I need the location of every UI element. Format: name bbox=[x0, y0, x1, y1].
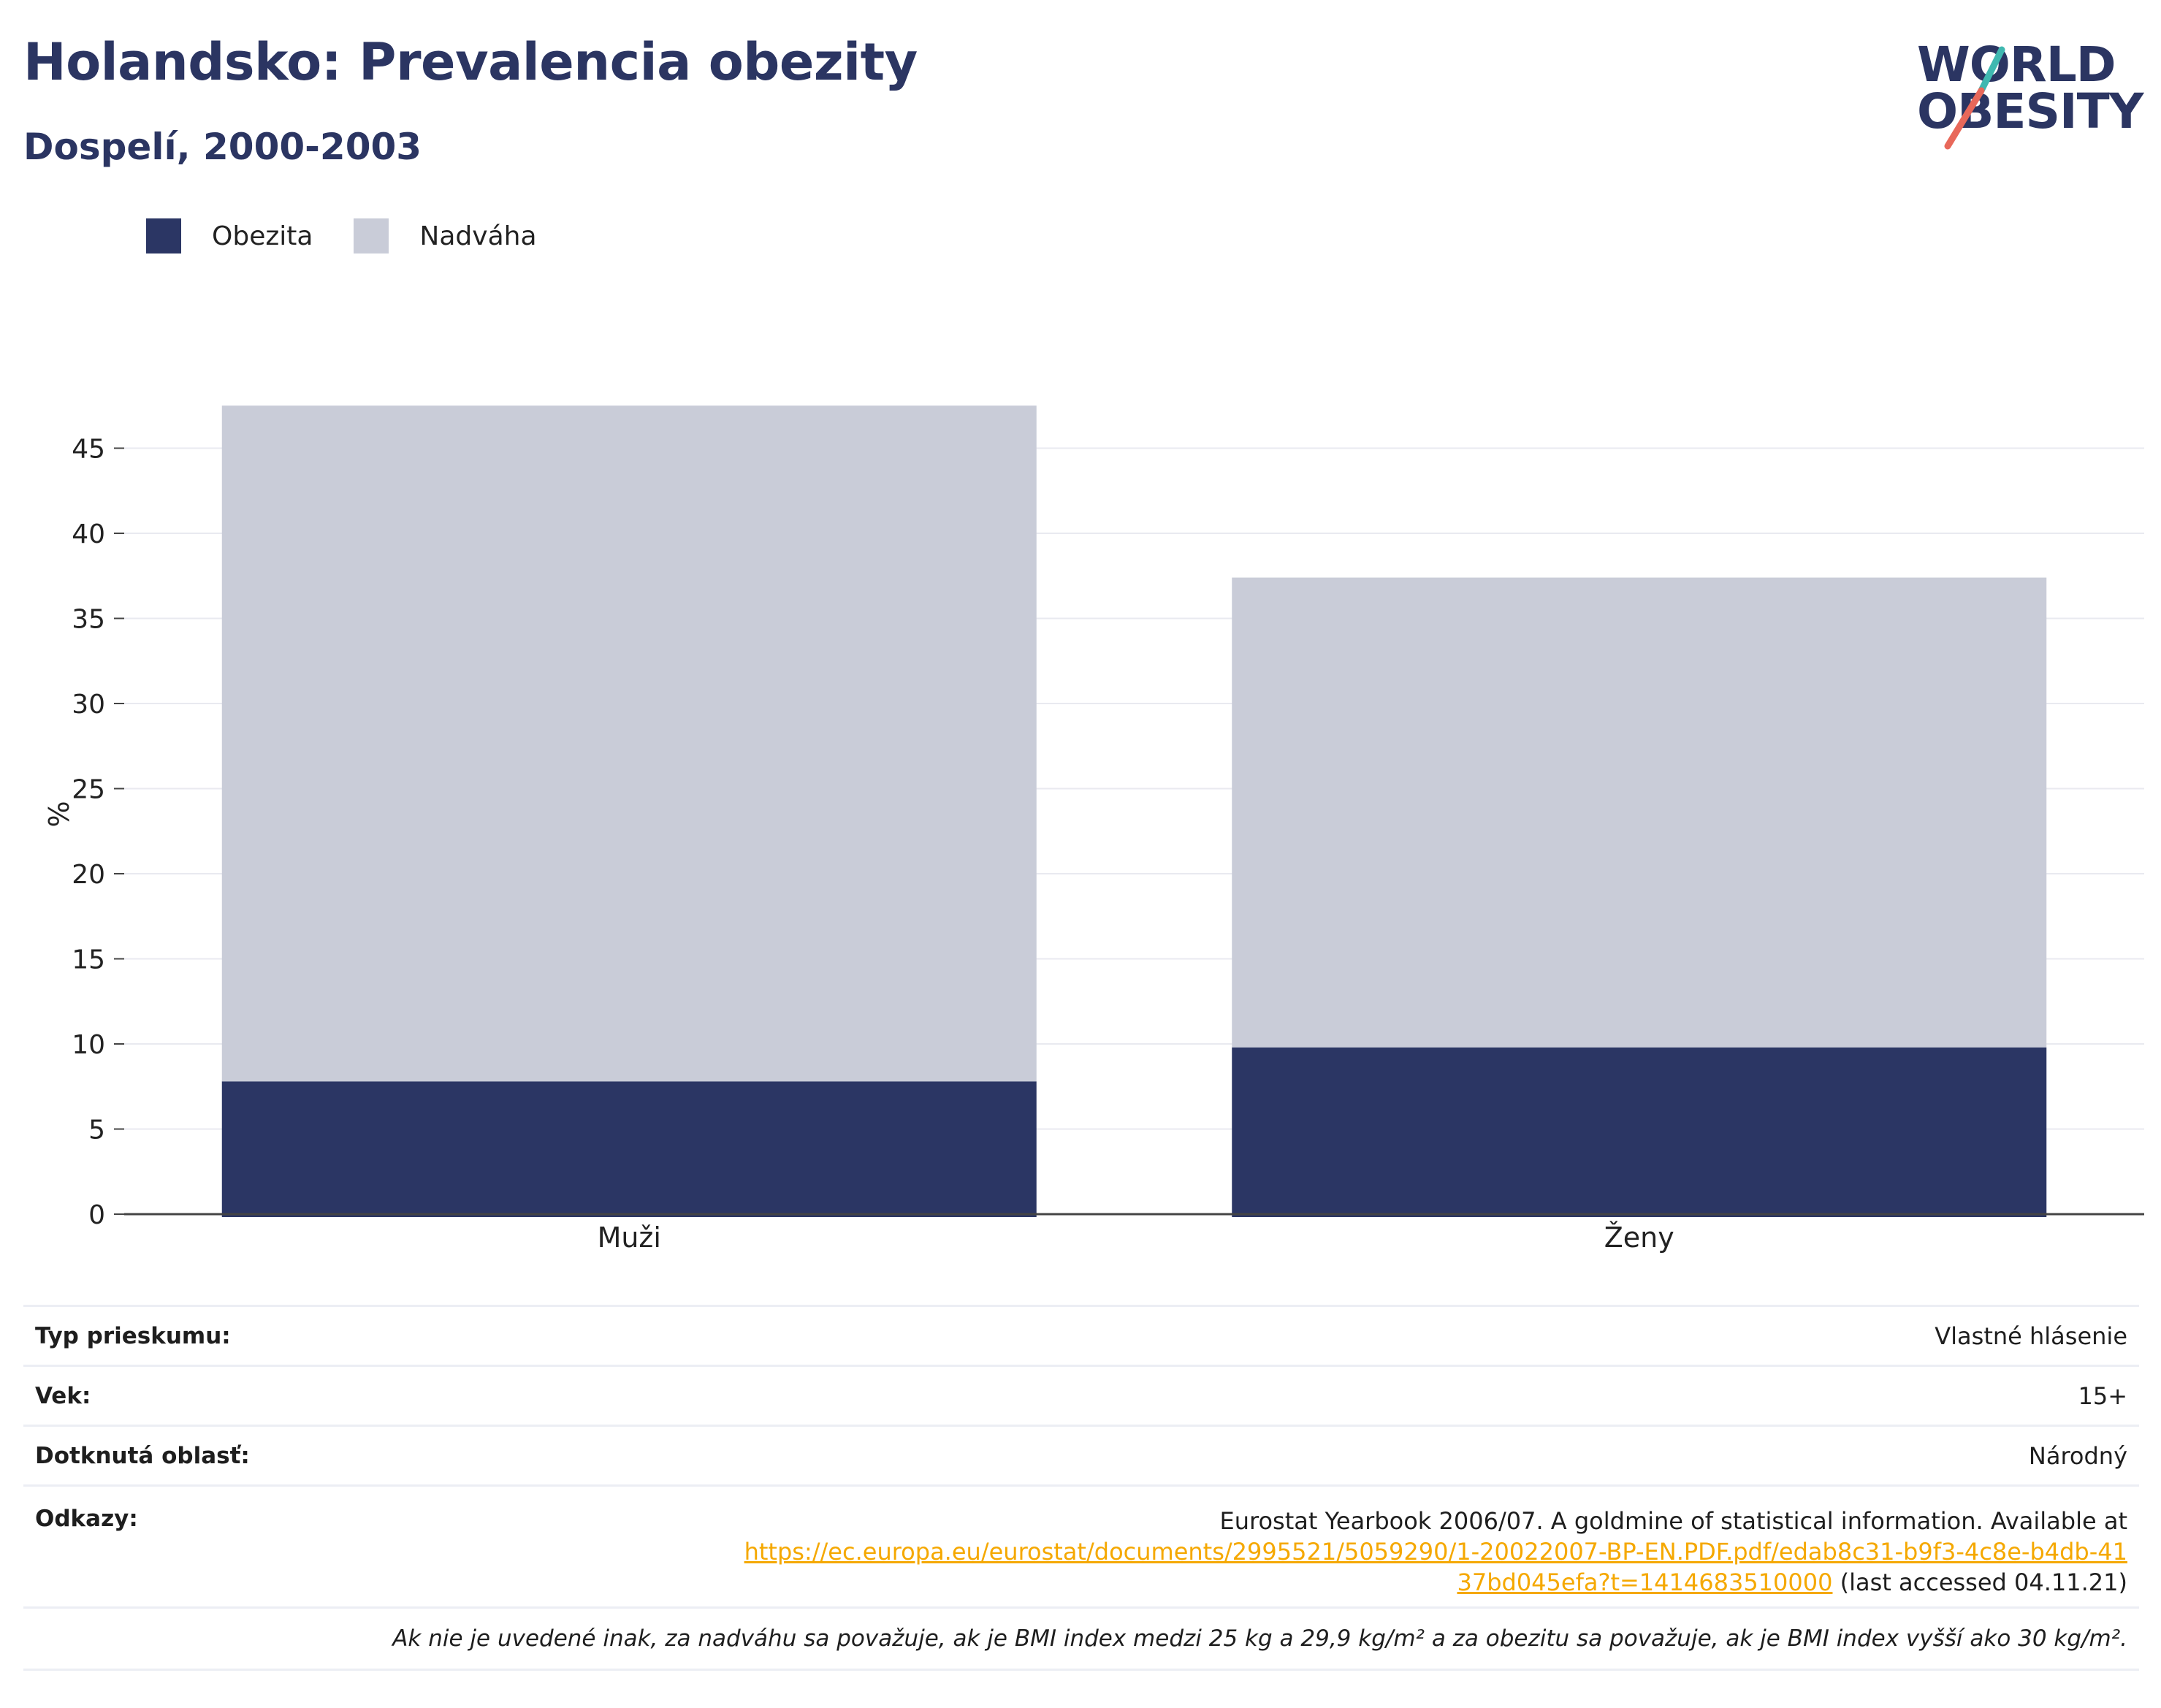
bar-obesity-0 bbox=[221, 1081, 1037, 1217]
x-category-label-0: Muži bbox=[598, 1221, 661, 1254]
world-obesity-logo: WORLD OBESITY bbox=[1907, 20, 2148, 152]
legend-item-obesity[interactable]: Obezita bbox=[146, 218, 313, 253]
references-suffix: (last accessed 04.11.21) bbox=[1832, 1568, 2127, 1596]
logo-slash-icon bbox=[1944, 46, 2005, 150]
references-value: Eurostat Yearbook 2006/07. A goldmine of… bbox=[739, 1506, 2127, 1598]
logo-line-1: WORLD bbox=[1917, 37, 2116, 93]
legend-swatch-obesity bbox=[146, 218, 181, 253]
logo-line-2: OBESITY bbox=[1917, 83, 2143, 140]
survey-type-label: Typ prieskumu: bbox=[35, 1322, 231, 1349]
y-tick-label-25: 25 bbox=[72, 775, 105, 805]
references-link[interactable]: https://ec.europa.eu/eurostat/documents/… bbox=[744, 1538, 2127, 1596]
bar-overweight-1 bbox=[1232, 577, 2047, 1048]
x-category-label-1: Ženy bbox=[1604, 1221, 1674, 1254]
info-table: Typ prieskumu: Vlastné hlásenie Vek: 15+… bbox=[23, 1305, 2139, 1671]
y-tick-label-10: 10 bbox=[72, 1030, 105, 1060]
references-label: Odkazy: bbox=[35, 1506, 138, 1532]
age-value: 15+ bbox=[2078, 1381, 2127, 1410]
legend-label-obesity: Obezita bbox=[212, 221, 313, 251]
y-tick-label-35: 35 bbox=[72, 605, 105, 635]
legend-item-overweight[interactable]: Nadváha bbox=[354, 218, 537, 253]
bar-obesity-1 bbox=[1232, 1047, 2047, 1217]
y-tick-label-0: 0 bbox=[88, 1200, 105, 1230]
y-tick-label-5: 5 bbox=[88, 1116, 105, 1145]
legend-label-overweight: Nadváha bbox=[419, 221, 537, 251]
chart-legend: Obezita Nadváha bbox=[146, 218, 578, 254]
legend-swatch-overweight bbox=[354, 218, 389, 253]
chart-title: Holandsko: Prevalencia obezity bbox=[23, 32, 918, 92]
info-row-area: Dotknutá oblasť: Národný bbox=[23, 1425, 2139, 1484]
chart-subtitle: Dospelí, 2000-2003 bbox=[23, 126, 422, 168]
info-row-survey-type: Typ prieskumu: Vlastné hlásenie bbox=[23, 1305, 2139, 1365]
y-tick-label-20: 20 bbox=[72, 860, 105, 890]
references-text: Eurostat Yearbook 2006/07. A goldmine of… bbox=[1219, 1507, 2128, 1535]
age-label: Vek: bbox=[35, 1382, 91, 1409]
area-label: Dotknutá oblasť: bbox=[35, 1442, 250, 1469]
info-row-age: Vek: 15+ bbox=[23, 1365, 2139, 1425]
info-row-note: Ak nie je uvedené inak, za nadváhu sa po… bbox=[23, 1606, 2139, 1671]
y-tick-label-40: 40 bbox=[72, 519, 105, 549]
bar-overweight-0 bbox=[221, 405, 1037, 1082]
y-tick-label-45: 45 bbox=[72, 435, 105, 465]
survey-type-value: Vlastné hlásenie bbox=[1935, 1322, 2127, 1350]
area-value: Národný bbox=[2028, 1441, 2127, 1470]
info-row-references: Odkazy: Eurostat Yearbook 2006/07. A gol… bbox=[23, 1484, 2139, 1606]
bmi-definition-note: Ak nie je uvedené inak, za nadváhu sa po… bbox=[392, 1625, 2127, 1652]
y-axis-title: % bbox=[42, 801, 74, 827]
y-tick-label-15: 15 bbox=[72, 945, 105, 975]
y-tick-label-30: 30 bbox=[72, 690, 105, 720]
stacked-bar-chart: 0 5 10 15 20 25 30 35 40 45% Muži Ženy bbox=[42, 405, 2144, 1254]
